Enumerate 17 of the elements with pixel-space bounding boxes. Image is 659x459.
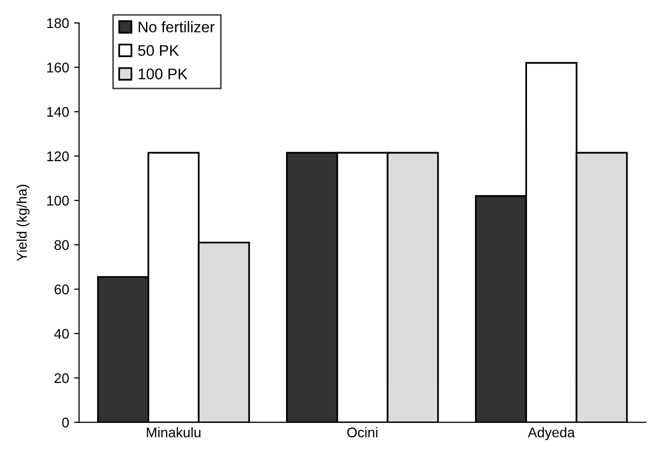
y-tick-label: 100 bbox=[47, 196, 69, 206]
x-tick-label: Minakulu bbox=[146, 427, 200, 438]
x-tick-label: Ocini bbox=[347, 427, 378, 438]
y-tick-label: 140 bbox=[47, 107, 69, 117]
y-tick-label: 40 bbox=[54, 328, 69, 339]
y-tick-label: 60 bbox=[54, 284, 69, 294]
y-tick-label: 180 bbox=[47, 18, 69, 28]
y-tick-label: 0 bbox=[62, 418, 69, 428]
y-tick-label: 160 bbox=[47, 62, 69, 72]
legend-label: No fertilizer bbox=[138, 21, 215, 32]
y-axis-title: Yield (kg/ha) bbox=[16, 184, 30, 262]
y-tick-label: 80 bbox=[54, 240, 69, 250]
legend-label: 100 PK bbox=[138, 68, 188, 80]
y-tick-label: 20 bbox=[54, 373, 69, 384]
y-tick-label: 120 bbox=[47, 151, 69, 162]
legend-label: 50 PK bbox=[138, 45, 179, 56]
x-tick-label: Adyeda bbox=[528, 427, 575, 440]
